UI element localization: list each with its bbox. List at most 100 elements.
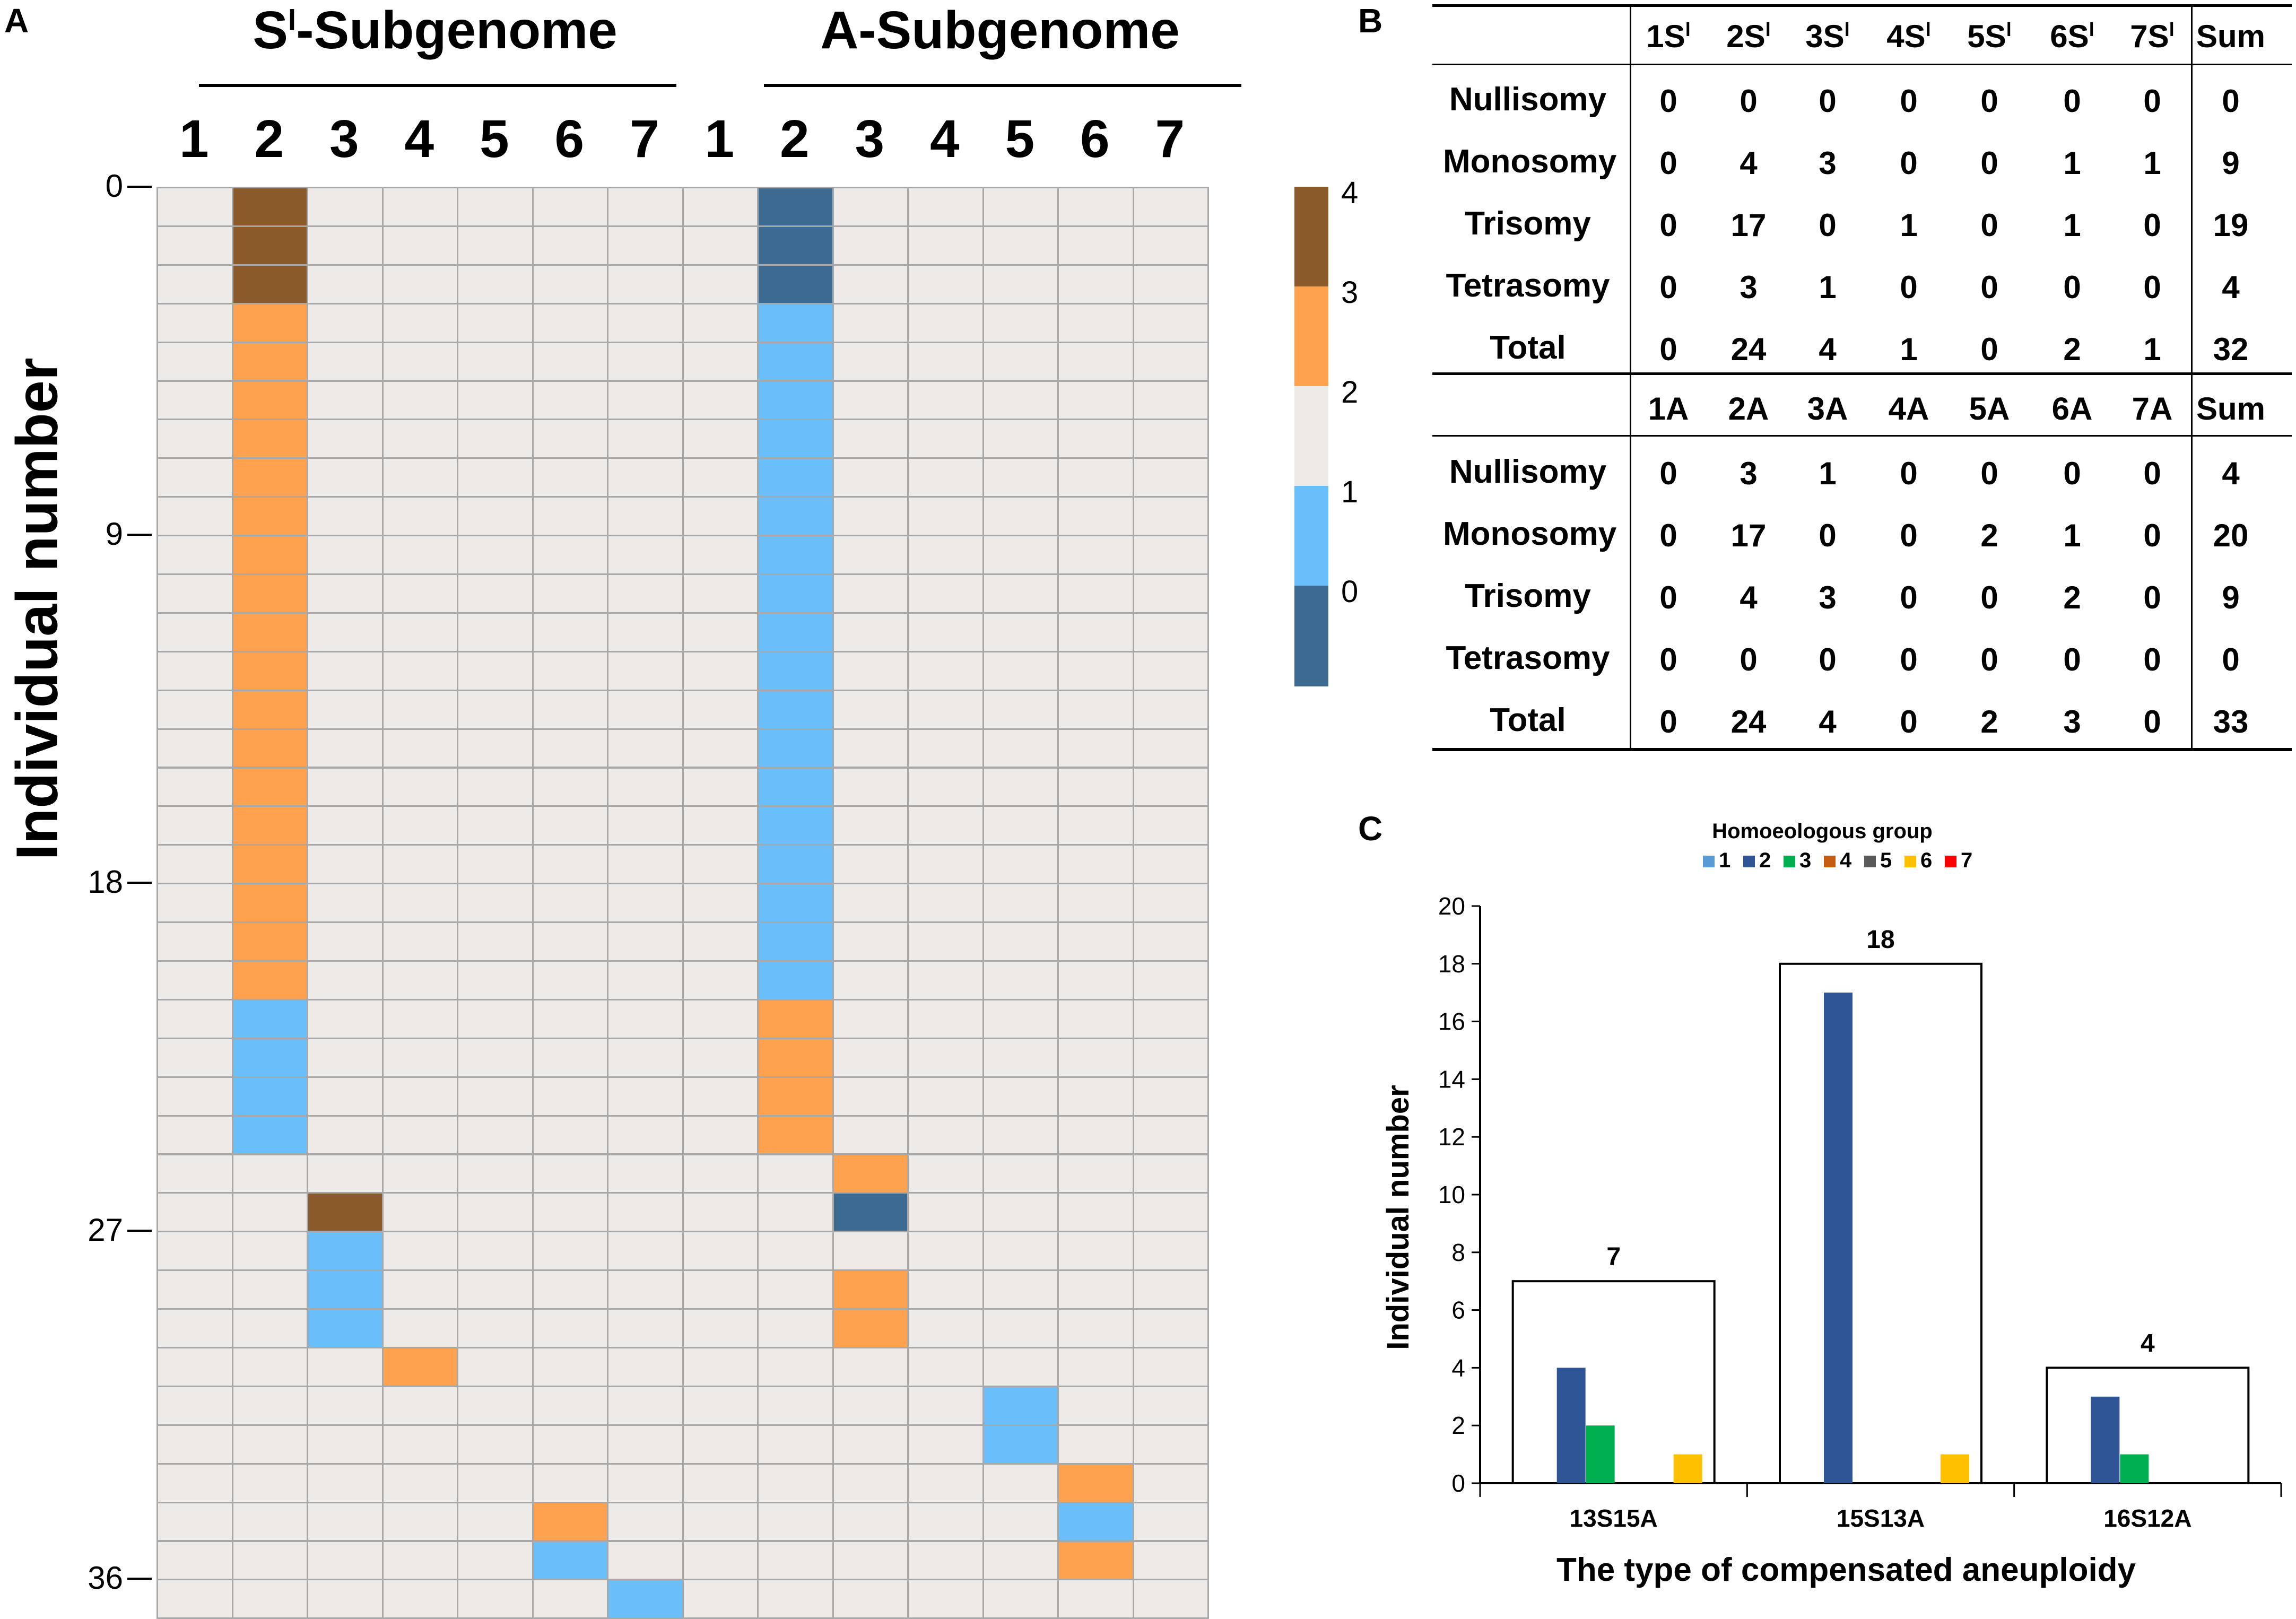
heatmap-cell xyxy=(457,380,534,421)
heatmap-cell xyxy=(1057,341,1134,382)
heatmap-cell xyxy=(832,883,909,924)
heatmap-cell xyxy=(381,187,458,227)
table-cell: 3 xyxy=(1819,580,1837,615)
colorbar-swatch xyxy=(1294,187,1328,288)
heatmap-cell xyxy=(757,419,834,459)
table-cell: 19 xyxy=(2213,207,2249,243)
heatmap-cell xyxy=(832,1540,909,1581)
heatmap-cell xyxy=(457,998,534,1039)
table-cell: 0 xyxy=(1659,456,1677,491)
heatmap-cell xyxy=(1132,1231,1209,1272)
table-cell: 4 xyxy=(2222,456,2240,491)
heatmap-cell xyxy=(832,380,909,421)
heatmap-cell xyxy=(1057,1579,1134,1619)
heatmap-cell xyxy=(982,341,1059,382)
heatmap-cell xyxy=(607,1347,684,1387)
heatmap-cell xyxy=(1057,767,1134,807)
heatmap-cell xyxy=(757,689,834,730)
heatmap-cell xyxy=(1132,1076,1209,1117)
table-cell: 2 xyxy=(1980,704,1998,739)
heatmap-cell xyxy=(1057,535,1134,575)
heatmap-cell xyxy=(757,1037,834,1078)
heatmap-cell xyxy=(307,650,384,691)
heatmap-cell xyxy=(607,689,684,730)
heatmap-cell xyxy=(231,264,308,304)
heatmap-y-tick-mark xyxy=(127,186,152,188)
heatmap-cell xyxy=(381,1153,458,1194)
heatmap-cell xyxy=(682,225,759,266)
heatmap-cell xyxy=(381,535,458,575)
heatmap-y-axis-label: Individual number xyxy=(4,358,70,860)
heatmap-cell xyxy=(757,1501,834,1542)
table-cell: 2 xyxy=(2063,580,2081,615)
heatmap-cell xyxy=(156,1076,233,1117)
y-tick-label: 6 xyxy=(1451,1296,1465,1324)
heatmap-cell xyxy=(156,767,233,807)
colorbar-tick-label: 3 xyxy=(1341,275,1359,310)
heatmap-cell xyxy=(381,1115,458,1155)
heatmap-cell xyxy=(231,535,308,575)
heatmap-cell xyxy=(307,728,384,769)
legend-label: 6 xyxy=(1920,849,1932,872)
heatmap-cell xyxy=(156,960,233,1000)
heatmap-cell xyxy=(607,1424,684,1465)
heatmap-cell xyxy=(907,1115,984,1155)
heatmap-cell xyxy=(457,1308,534,1348)
heatmap-cell xyxy=(381,650,458,691)
heatmap-cell xyxy=(982,380,1059,421)
heatmap-cell xyxy=(757,1269,834,1310)
heatmap-column-label-sl: 3 xyxy=(329,109,359,169)
heatmap-cell xyxy=(457,689,534,730)
heatmap-cell xyxy=(457,844,534,885)
heatmap-cell xyxy=(907,728,984,769)
heatmap-cell xyxy=(907,457,984,498)
table-cell: 0 xyxy=(2222,642,2240,677)
heatmap-cell xyxy=(1132,302,1209,343)
heatmap-cell xyxy=(532,225,608,266)
table-header-cell: 5Sl xyxy=(1967,19,2012,54)
heatmap-cell xyxy=(607,921,684,962)
heatmap-cell xyxy=(1132,1308,1209,1348)
heatmap-cell xyxy=(1132,650,1209,691)
heatmap-cell xyxy=(682,302,759,343)
table-cell: 0 xyxy=(2063,642,2081,677)
table-cell: 0 xyxy=(1900,83,1918,119)
heatmap-cell xyxy=(1057,728,1134,769)
heatmap-cell xyxy=(907,1192,984,1233)
heatmap-cell xyxy=(457,921,534,962)
heatmap-cell xyxy=(307,1153,384,1194)
heatmap-cell xyxy=(907,998,984,1039)
table-cell: 24 xyxy=(1730,704,1767,739)
heatmap-cell xyxy=(381,921,458,962)
heatmap-y-tick-label: 0 xyxy=(105,168,123,204)
heatmap-cell xyxy=(682,1347,759,1387)
heatmap-cell xyxy=(231,1385,308,1426)
table-cell: 0 xyxy=(1980,269,1998,305)
heatmap-cell xyxy=(607,1192,684,1233)
heatmap-cell xyxy=(532,883,608,924)
heatmap-cell xyxy=(307,1540,384,1581)
legend-swatch xyxy=(1824,856,1836,867)
heatmap-cell xyxy=(1132,1269,1209,1310)
heatmap-cell xyxy=(532,187,608,227)
bar-group-6 xyxy=(1673,1454,1702,1483)
heatmap-cell xyxy=(607,1269,684,1310)
heatmap-column-label-a: 6 xyxy=(1080,109,1110,169)
heatmap-cell xyxy=(607,1231,684,1272)
heatmap-cell xyxy=(1057,960,1134,1000)
heatmap-cell xyxy=(757,1308,834,1348)
heatmap-cell xyxy=(982,612,1059,652)
heatmap-cell xyxy=(381,1269,458,1310)
heatmap-cell xyxy=(156,302,233,343)
heatmap-title-right: A-Subgenome xyxy=(820,1,1180,60)
table-header-cell: 3A xyxy=(1807,391,1848,426)
heatmap-cell xyxy=(907,187,984,227)
heatmap-cell xyxy=(1057,1463,1134,1503)
colorbar-swatch xyxy=(1294,286,1328,387)
heatmap-cell xyxy=(757,496,834,537)
heatmap-cell xyxy=(907,1347,984,1387)
heatmap-cell xyxy=(982,535,1059,575)
heatmap-cell xyxy=(907,573,984,614)
heatmap-cell xyxy=(682,380,759,421)
heatmap-cell xyxy=(832,573,909,614)
